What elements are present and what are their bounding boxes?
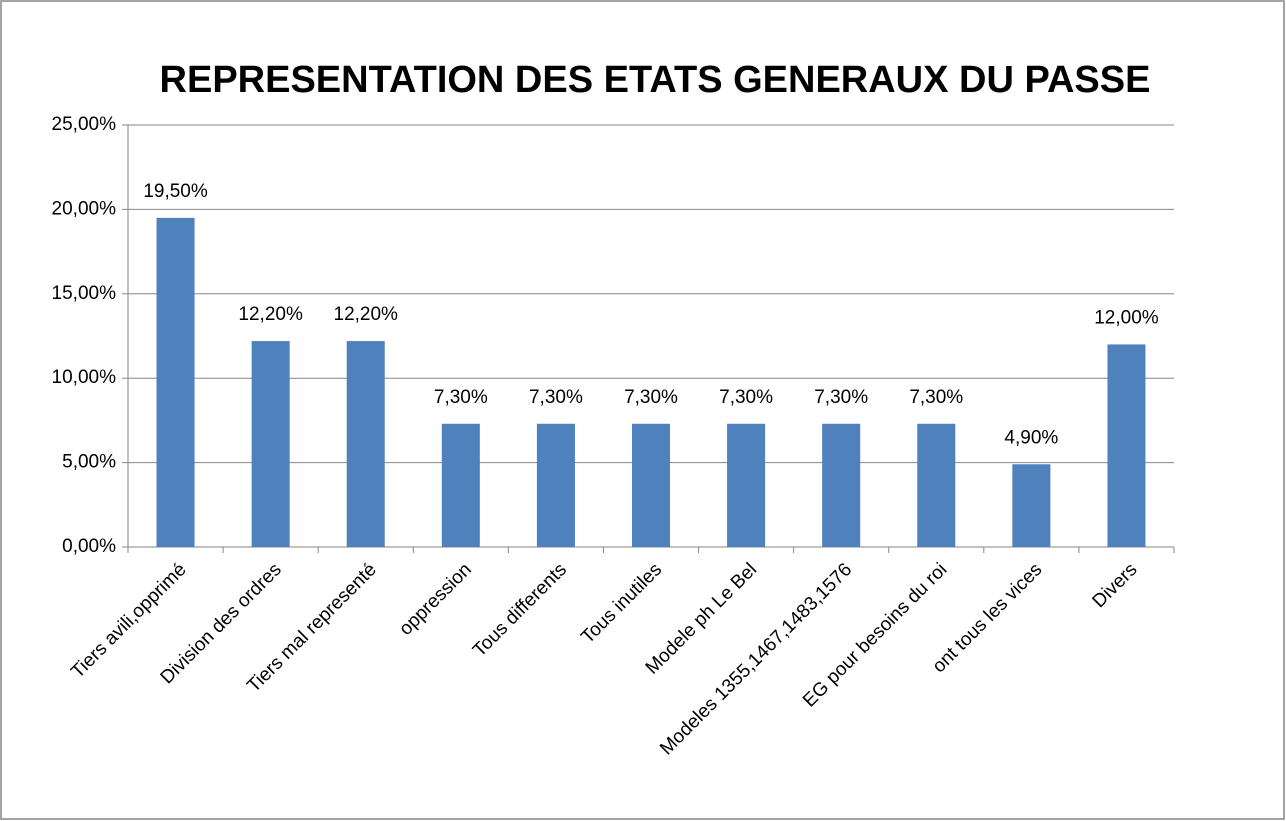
y-tick-label: 5,00% bbox=[62, 452, 116, 473]
data-label: 12,00% bbox=[1094, 307, 1159, 328]
y-tick-label: 25,00% bbox=[52, 114, 117, 135]
data-label: 7,30% bbox=[814, 387, 868, 408]
data-label: 7,30% bbox=[909, 387, 963, 408]
bar bbox=[1107, 344, 1146, 547]
data-label: 19,50% bbox=[143, 181, 208, 202]
data-label: 12,20% bbox=[238, 304, 303, 325]
y-tick-label: 20,00% bbox=[52, 198, 117, 219]
data-label: 7,30% bbox=[719, 387, 773, 408]
bar bbox=[631, 423, 671, 547]
bar bbox=[441, 423, 480, 547]
bar bbox=[251, 341, 290, 547]
bar bbox=[536, 423, 575, 547]
data-label: 7,30% bbox=[624, 387, 678, 408]
data-label: 7,30% bbox=[434, 387, 488, 408]
data-label: 4,90% bbox=[1004, 427, 1058, 448]
y-tick-label: 15,00% bbox=[52, 283, 117, 304]
bar bbox=[917, 423, 956, 547]
data-label: 7,30% bbox=[529, 387, 583, 408]
bar bbox=[822, 423, 861, 547]
chart-title: REPRESENTATION DES ETATS GENERAUX DU PAS… bbox=[160, 59, 1151, 101]
bar bbox=[1012, 464, 1051, 547]
bar bbox=[727, 423, 766, 547]
data-label: 12,20% bbox=[334, 304, 399, 325]
bar bbox=[346, 341, 385, 547]
y-tick-label: 0,00% bbox=[62, 536, 116, 557]
bar bbox=[156, 217, 195, 547]
y-tick-label: 10,00% bbox=[52, 367, 117, 388]
